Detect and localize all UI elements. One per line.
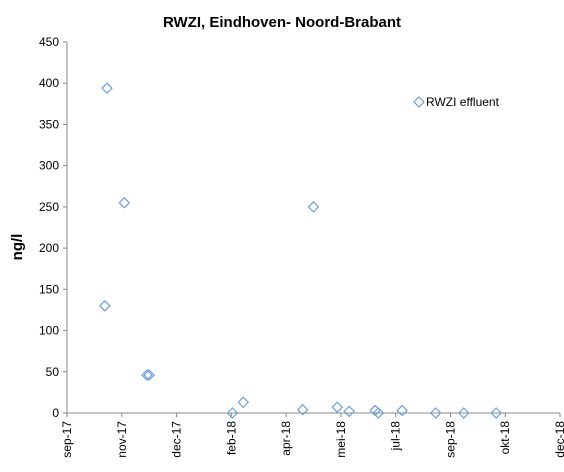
data-point (429, 407, 442, 419)
y-tick-label: 450 (39, 35, 59, 49)
ticks: 0 50 100 150 200 250 300 350 400 450 sep-17 nov-17 d… (39, 35, 564, 458)
data-point (396, 404, 409, 417)
data-point (457, 407, 470, 419)
data-points (98, 82, 503, 419)
data-point (490, 407, 503, 419)
x-tick-label: apr-18 (279, 421, 293, 456)
data-point (307, 201, 320, 213)
x-tick-label: dec-17 (170, 421, 184, 458)
data-point (343, 405, 356, 418)
x-tick-label: mei-18 (334, 421, 348, 458)
y-axis-label: ng/l (9, 234, 26, 261)
data-point (141, 369, 153, 381)
legend-marker-rwzi-effluent (413, 96, 425, 108)
chart-title: RWZI, Eindhoven- Noord-Brabant (163, 14, 401, 31)
x-tick-label: nov-17 (115, 421, 129, 458)
axes (66, 42, 560, 414)
legend-label-rwzi-effluent: RWZI effluent (426, 95, 500, 109)
data-point (101, 82, 113, 95)
x-tick-label: feb-18 (224, 421, 238, 455)
y-tick-label: 150 (39, 282, 59, 296)
y-tick-label: 200 (39, 241, 59, 255)
y-tick-label: 0 (52, 406, 59, 420)
y-tick-label: 350 (39, 117, 59, 131)
y-tick-label: 300 (39, 159, 59, 173)
data-point (118, 196, 131, 209)
data-point (143, 369, 156, 381)
x-tick-label: sep-18 (443, 421, 457, 458)
data-point (98, 299, 111, 312)
x-tick-label: sep-17 (60, 421, 74, 458)
y-tick-label: 50 (46, 365, 60, 379)
legend: RWZI effluent (413, 95, 500, 109)
x-tick-label: okt-18 (498, 421, 512, 455)
y-tick-label: 250 (39, 200, 59, 214)
data-point (226, 407, 239, 419)
data-point (237, 396, 250, 409)
y-tick-label: 100 (39, 324, 59, 338)
x-tick-label: dec-18 (553, 421, 564, 458)
data-point (331, 401, 344, 414)
data-point (296, 403, 309, 416)
y-tick-label: 400 (39, 76, 59, 90)
data-point (372, 407, 385, 419)
x-tick-label: jul-18 (389, 421, 403, 452)
